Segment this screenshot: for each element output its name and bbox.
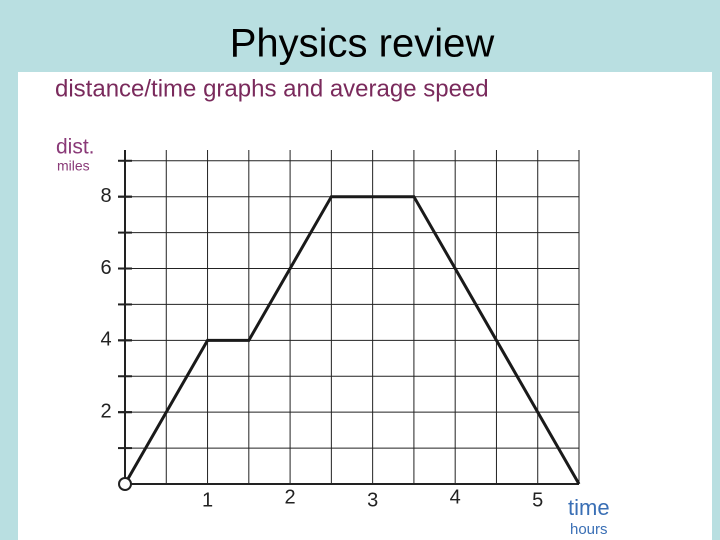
x-unit: hours: [570, 521, 608, 538]
chart-title: distance/time graphs and average speed: [55, 75, 489, 102]
x-tick-label: 5: [532, 489, 543, 511]
y-tick-label: 8: [100, 185, 111, 207]
y-label: dist.: [56, 136, 95, 159]
x-tick-label: 1: [202, 489, 213, 511]
y-tick-label: 6: [100, 257, 111, 279]
plot: 2 4 6 8 1 2 3 4 5: [100, 150, 581, 511]
x-tick-label: 4: [450, 486, 461, 508]
slide-title: Physics review: [230, 22, 495, 66]
panel: [18, 72, 712, 540]
origin-marker: [118, 477, 132, 491]
x-tick-label: 2: [285, 486, 296, 508]
y-unit: miles: [57, 158, 90, 174]
y-tick-label: 4: [100, 329, 111, 351]
x-tick-label: 3: [367, 489, 378, 511]
y-tick-label: 2: [100, 400, 111, 422]
x-label: time: [568, 495, 610, 520]
data-line: [123, 195, 581, 485]
